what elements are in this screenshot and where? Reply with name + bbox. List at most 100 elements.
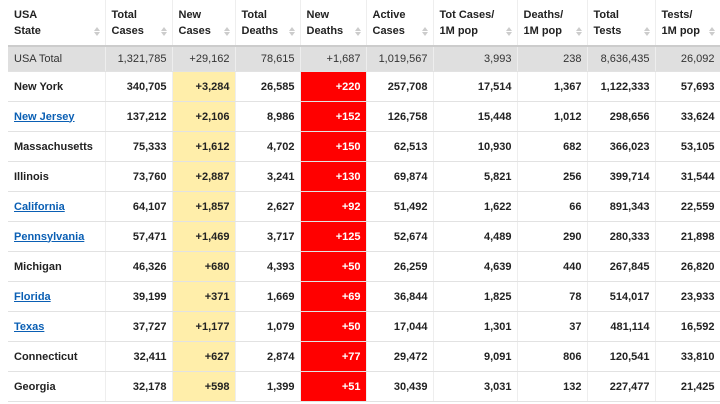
cell: 227,477	[587, 371, 656, 402]
state-link[interactable]: New Jersey	[14, 110, 75, 123]
header-line: Total	[241, 8, 267, 21]
sort-icon[interactable]	[354, 27, 361, 36]
cell: Michigan	[8, 251, 106, 282]
sort-icon[interactable]	[223, 27, 230, 36]
cell: +2,106	[172, 101, 236, 132]
cell: +680	[172, 251, 236, 282]
cell: 481,114	[587, 311, 656, 342]
header-line: Deaths	[306, 24, 344, 37]
sort-icon[interactable]	[288, 27, 295, 36]
cell: 33,810	[655, 341, 720, 372]
cell: 21,425	[655, 371, 720, 402]
sort-icon[interactable]	[93, 27, 100, 36]
sort-icon[interactable]	[575, 27, 582, 36]
cell: 26,259	[366, 251, 434, 282]
column-header[interactable]: USA State	[8, 0, 106, 47]
header-line: Tot Cases/	[439, 8, 495, 21]
column-header[interactable]: Active Cases	[366, 0, 434, 47]
state-row: Texas 37,727 +1,177 1,079 +50 17,044 1,301 37 48…	[8, 311, 720, 342]
cell: 26,820	[655, 251, 720, 282]
cell: 53,105	[655, 131, 720, 162]
column-header[interactable]: Total Tests	[587, 0, 656, 47]
cell: 891,343	[587, 191, 656, 222]
cell: 257,708	[366, 71, 434, 102]
column-header[interactable]: New Deaths	[300, 0, 367, 47]
cell: 10,930	[433, 131, 518, 162]
cell: 4,393	[235, 251, 301, 282]
state-row: New York 340,705 +3,284 26,585 +220 257,708 17…	[8, 71, 720, 102]
cell: 4,702	[235, 131, 301, 162]
cell: 78	[517, 281, 588, 312]
cell: USA Total	[8, 46, 106, 72]
cell: +371	[172, 281, 236, 312]
cell: 256	[517, 161, 588, 192]
cell: 36,844	[366, 281, 434, 312]
cell: 1,012	[517, 101, 588, 132]
column-header[interactable]: Total Cases	[105, 0, 173, 47]
state-row: Florida 39,199 +371 1,669 +69 36,844 1,825 78 51…	[8, 281, 720, 312]
header-line: New	[306, 8, 330, 21]
column-header[interactable]: New Cases	[172, 0, 236, 47]
header-line: Total	[593, 8, 619, 21]
state-link[interactable]: Pennsylvania	[14, 230, 85, 243]
cell: 2,874	[235, 341, 301, 372]
sort-icon[interactable]	[643, 27, 650, 36]
cell: 57,471	[105, 221, 173, 252]
state-row: Connecticut 32,411 +627 2,874 +77 29,472 9,091…	[8, 341, 720, 372]
cell: 238	[517, 46, 588, 72]
cell: 806	[517, 341, 588, 372]
sort-icon[interactable]	[160, 27, 167, 36]
cell: 32,411	[105, 341, 173, 372]
header-line: Tests	[593, 24, 622, 37]
cell: New Jersey	[8, 101, 106, 132]
column-header[interactable]: Tot Cases/1M pop	[433, 0, 518, 47]
header-line: 1M pop	[661, 24, 701, 37]
cell: 399,714	[587, 161, 656, 192]
cell: +627	[172, 341, 236, 372]
sort-icon[interactable]	[421, 27, 428, 36]
cell: 8,986	[235, 101, 301, 132]
state-link[interactable]: Texas	[14, 320, 45, 333]
column-header[interactable]: Tests/1M pop	[655, 0, 720, 47]
cell: +1,687	[300, 46, 367, 72]
state-row: California 64,107 +1,857 2,627 +92 51,492 1,62…	[8, 191, 720, 222]
state-link[interactable]: Florida	[14, 290, 51, 303]
cell: 23,933	[655, 281, 720, 312]
column-header[interactable]: Total Deaths	[235, 0, 301, 47]
total-row: USA Total 1,321,785 +29,162 78,615 +1,687 1,0…	[8, 46, 720, 72]
cell: +50	[300, 311, 367, 342]
cell: 1,079	[235, 311, 301, 342]
cell: 37,727	[105, 311, 173, 342]
sort-icon[interactable]	[708, 27, 715, 36]
cell: Florida	[8, 281, 106, 312]
cell: 15,448	[433, 101, 518, 132]
header-line: Cases	[111, 24, 144, 37]
cell: +69	[300, 281, 367, 312]
cell: 298,656	[587, 101, 656, 132]
sort-icon[interactable]	[505, 27, 512, 36]
cell: Texas	[8, 311, 106, 342]
cell: 75,333	[105, 131, 173, 162]
state-link[interactable]: California	[14, 200, 65, 213]
header-line: New	[178, 8, 202, 21]
cell: 267,845	[587, 251, 656, 282]
cell: +130	[300, 161, 367, 192]
state-row: Georgia 32,178 +598 1,399 +51 30,439 3,031 132 2…	[8, 371, 720, 402]
cell: 8,636,435	[587, 46, 656, 72]
column-header[interactable]: Deaths/1M pop	[517, 0, 588, 47]
cell: 16,592	[655, 311, 720, 342]
cell: Massachusetts	[8, 131, 106, 162]
cell: 30,439	[366, 371, 434, 402]
cell: 3,241	[235, 161, 301, 192]
state-row: Michigan 46,326 +680 4,393 +50 26,259 4,639 440…	[8, 251, 720, 282]
header-line: Total	[111, 8, 137, 21]
cell: 69,874	[366, 161, 434, 192]
cell: 4,489	[433, 221, 518, 252]
cell: 440	[517, 251, 588, 282]
cell: 3,717	[235, 221, 301, 252]
cell: +1,469	[172, 221, 236, 252]
header-line: Cases	[372, 24, 405, 37]
cell: 52,674	[366, 221, 434, 252]
cell: Connecticut	[8, 341, 106, 372]
